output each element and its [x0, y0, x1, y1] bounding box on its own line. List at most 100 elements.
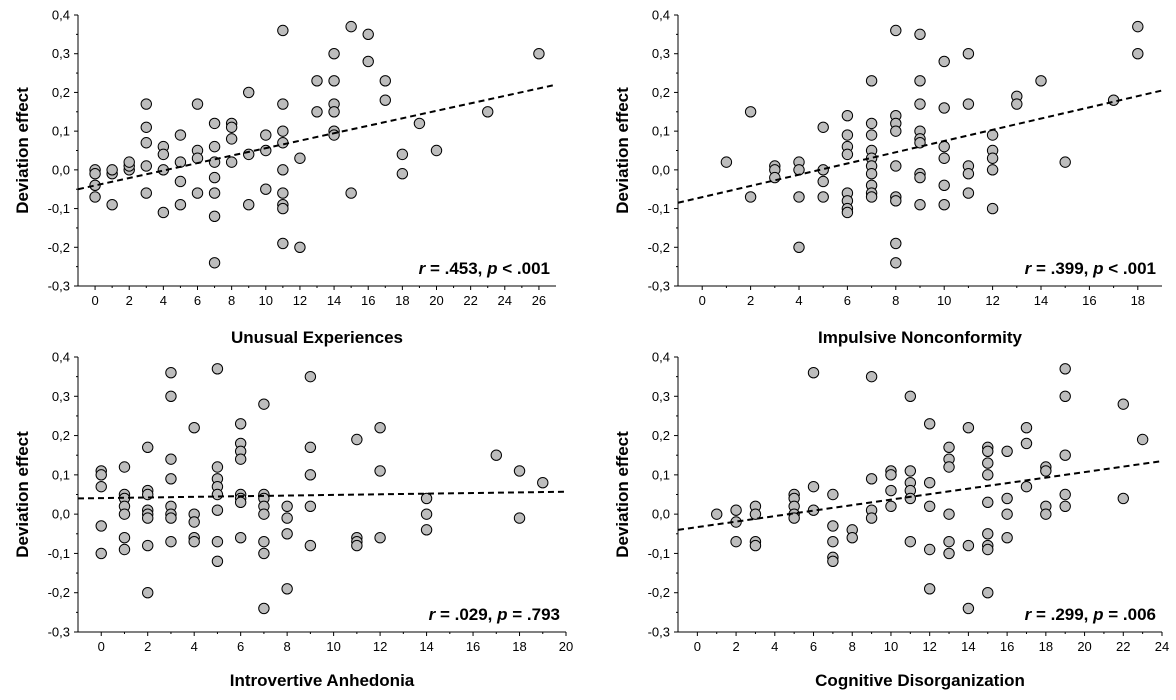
data-point: [923, 500, 936, 512]
data-point: [841, 129, 854, 141]
y-axis-title: Deviation effect: [613, 87, 632, 214]
data-point: [1020, 422, 1033, 434]
data-point: [188, 535, 200, 548]
data-point: [281, 500, 293, 512]
data-point: [304, 539, 317, 552]
data-point: [208, 140, 221, 153]
x-tick-label: 0: [98, 639, 105, 654]
y-tick-label: 0,3: [52, 389, 70, 404]
x-tick-label: 16: [466, 639, 480, 654]
data-point: [304, 441, 317, 454]
data-point: [513, 465, 526, 477]
x-tick-label: 20: [559, 639, 573, 654]
stat-annotation: r = .453, p < .001: [419, 259, 550, 278]
data-point: [1035, 75, 1047, 87]
x-tick-label: 18: [1039, 639, 1053, 654]
data-point: [191, 98, 204, 110]
data-point: [211, 535, 224, 548]
data-point: [234, 532, 247, 544]
data-point: [277, 98, 289, 110]
data-point: [817, 175, 829, 188]
data-point: [142, 441, 154, 454]
x-tick-label: 6: [844, 293, 851, 308]
data-point: [311, 75, 323, 87]
y-tick-label: -0,1: [648, 201, 670, 216]
data-point: [817, 121, 829, 133]
data-point: [533, 48, 545, 60]
data-point: [95, 547, 107, 560]
data-point: [1117, 398, 1129, 410]
data-point: [277, 237, 289, 250]
chart-panel-2: 0,4 0,3 0,2 0,1 0,0 -0,1 -0,2 -0,3 0 2 4 6 8 10 12 14 16…: [613, 8, 1163, 347]
data-point: [174, 175, 187, 188]
data-point: [208, 210, 221, 223]
y-axis-title: Deviation effect: [13, 431, 32, 558]
data-point: [943, 461, 955, 473]
y-tick-label: 0,0: [52, 507, 70, 522]
data-point: [865, 370, 878, 383]
y-axis-title: Deviation effect: [613, 431, 632, 558]
data-point: [225, 121, 238, 133]
data-point: [1020, 437, 1033, 450]
data-point: [281, 528, 293, 540]
data-point: [537, 477, 549, 489]
data-point: [1059, 390, 1071, 402]
data-point: [982, 528, 994, 540]
data-point: [165, 453, 177, 465]
data-point: [807, 480, 820, 493]
data-point: [374, 532, 386, 544]
data-point: [225, 156, 238, 168]
data-point: [260, 129, 272, 141]
data-point: [938, 140, 950, 153]
y-tick-label: 0,2: [652, 428, 670, 443]
data-point: [943, 508, 955, 520]
data-point: [165, 367, 177, 379]
y-tick-label: 0,0: [652, 507, 670, 522]
data-point: [841, 109, 854, 122]
data-point: [788, 512, 800, 524]
y-tick-label: -0,3: [648, 279, 670, 294]
x-tick-label: 12: [922, 639, 936, 654]
data-point: [720, 156, 733, 168]
data-point: [351, 539, 363, 552]
data-point: [211, 555, 224, 567]
data-point: [986, 202, 999, 215]
x-tick-label: 12: [985, 293, 999, 308]
data-point: [914, 28, 926, 41]
x-tick-label: 4: [771, 639, 778, 654]
data-point: [165, 473, 177, 485]
data-point: [118, 508, 131, 520]
x-tick-label: 4: [191, 639, 198, 654]
data-point: [1001, 508, 1013, 520]
data-point: [1059, 363, 1071, 375]
data-point: [923, 583, 936, 595]
y-tick-label: -0,2: [48, 240, 70, 255]
data-point: [89, 168, 101, 180]
x-tick-label: 24: [1155, 639, 1169, 654]
data-point: [938, 152, 950, 164]
data-point: [938, 102, 950, 114]
data-point: [943, 547, 955, 560]
regression-line: [677, 460, 1163, 531]
data-point: [258, 398, 270, 410]
x-tick-label: 14: [1034, 293, 1048, 308]
x-tick-label: 8: [849, 639, 856, 654]
data-point: [374, 422, 386, 434]
data-point: [962, 98, 975, 110]
data-point: [157, 148, 170, 161]
data-point: [923, 477, 936, 489]
y-tick-label: 0,3: [652, 46, 670, 61]
data-point: [962, 602, 975, 615]
data-point: [95, 469, 107, 481]
data-point: [304, 500, 317, 512]
data-point: [211, 363, 224, 375]
data-point: [165, 512, 177, 524]
data-point: [304, 469, 317, 481]
y-tick-label: 0,1: [52, 124, 70, 139]
data-point: [362, 28, 374, 41]
data-point: [1011, 98, 1023, 110]
data-point: [982, 469, 994, 481]
data-point: [827, 488, 839, 501]
data-point: [140, 187, 152, 199]
data-point: [1059, 488, 1071, 501]
